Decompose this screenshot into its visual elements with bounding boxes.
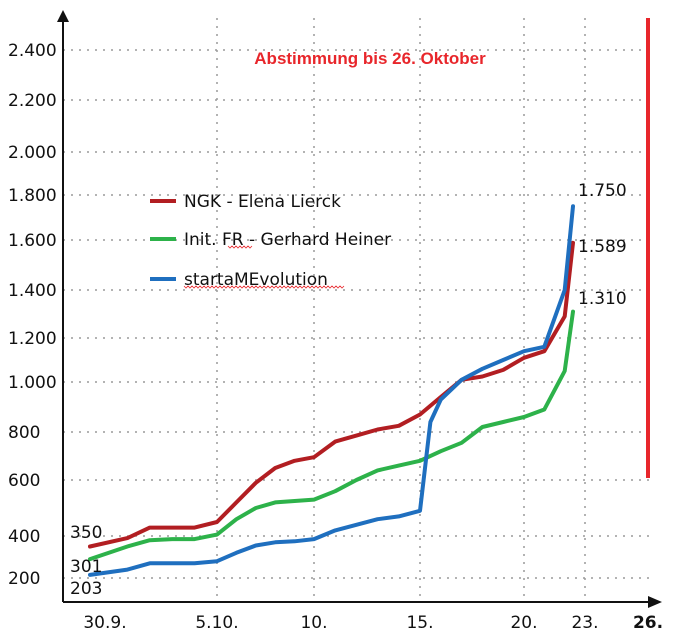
y-tick-label: 600 — [8, 471, 40, 491]
x-tick-label: 15. — [406, 613, 433, 633]
spellcheck-squiggle — [183, 285, 345, 289]
y-tick-label: 2.400 — [8, 41, 57, 61]
y-tick-label: 800 — [8, 423, 40, 443]
end-value-label: 1.310 — [578, 289, 627, 309]
x-tick-label: 23. — [571, 613, 598, 633]
x-tick-label: 5.10. — [195, 613, 238, 633]
x-axis-arrow — [648, 596, 662, 608]
series-line-3 — [88, 204, 575, 577]
legend-label: startaMEvolution — [184, 270, 328, 290]
y-tick-label: 1.200 — [8, 329, 57, 349]
spellcheck-squiggle — [227, 245, 253, 249]
legend-label: NGK - Elena Lierck — [184, 192, 341, 212]
x-tick-label: 20. — [510, 613, 537, 633]
series-lines — [88, 204, 575, 577]
x-tick-label: 10. — [300, 613, 327, 633]
y-tick-label: 2.200 — [8, 91, 57, 111]
end-value-label: 1.589 — [578, 237, 627, 257]
y-tick-label: 1.000 — [8, 373, 57, 393]
axes — [57, 10, 662, 608]
series-line-1 — [88, 240, 575, 549]
y-tick-label: 400 — [8, 527, 40, 547]
value-annotations: 350 1.589 301 1.310 203 1.750 — [70, 181, 627, 599]
y-tick-label: 1.600 — [8, 231, 57, 251]
start-value-label: 203 — [70, 579, 102, 599]
legend-label: Init. FR - Gerhard Heiner — [184, 230, 391, 250]
y-tick-label: 1.800 — [8, 186, 57, 206]
series-line-2 — [88, 309, 575, 562]
y-tick-labels: 200 400 600 800 1.000 1.200 1.400 1.600 1.800 2.0… — [8, 41, 57, 589]
start-value-label: 350 — [70, 523, 102, 543]
start-value-label: 301 — [70, 557, 102, 577]
legend: NGK - Elena Lierck Init. FR - Gerhard Hei… — [150, 192, 391, 290]
x-tick-labels: 30.9. 5.10. 10. 15. 20. 23. 26. — [83, 613, 663, 633]
grid — [63, 18, 652, 602]
y-tick-label: 1.400 — [8, 281, 57, 301]
end-value-label: 1.750 — [578, 181, 627, 201]
chart-title: Abstimmung bis 26. Oktober — [254, 49, 486, 68]
y-axis-arrow — [57, 10, 69, 22]
y-tick-label: 200 — [8, 569, 40, 589]
y-tick-label: 2.000 — [8, 143, 57, 163]
x-tick-label: 30.9. — [83, 613, 126, 633]
x-tick-label: 26. — [633, 613, 663, 633]
